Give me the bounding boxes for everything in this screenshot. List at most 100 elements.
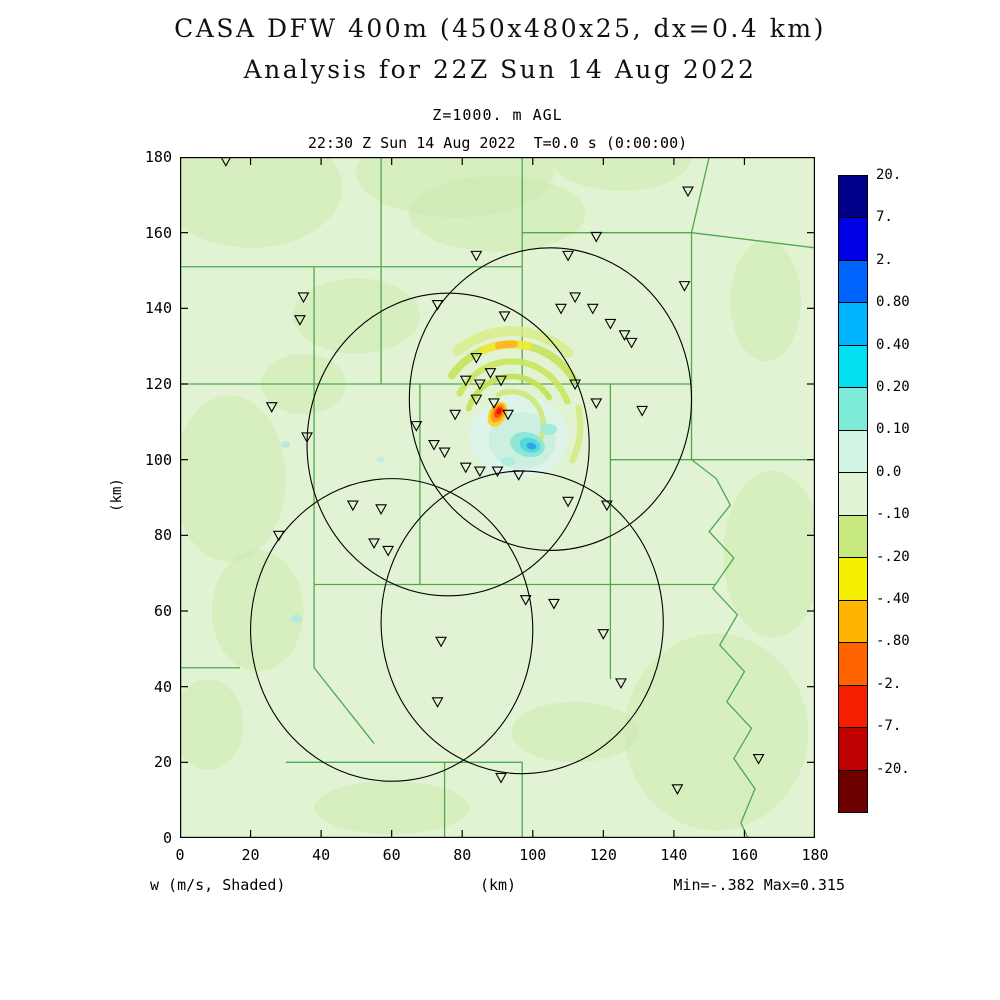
- x-tick-label: 100: [519, 846, 547, 864]
- colorbar-tick-label: -7.: [876, 718, 902, 735]
- station-markers: [220, 157, 765, 795]
- w-feature-arc: [456, 358, 571, 405]
- terrain-patch: [730, 240, 801, 362]
- terrain-patch: [281, 441, 291, 448]
- w-feature-blob: [496, 407, 502, 415]
- x-tick-label: 160: [730, 846, 758, 864]
- station-marker: [375, 504, 388, 515]
- y-tick-label: 120: [144, 375, 172, 393]
- terrain-patch: [409, 175, 586, 252]
- x-tick-label: 40: [312, 846, 331, 864]
- colorbar-box: [839, 388, 867, 431]
- colorbar-tick-label: 0.40: [876, 336, 910, 353]
- y-tick-label: 0: [162, 829, 172, 847]
- station-marker: [597, 629, 610, 640]
- station-marker: [435, 636, 447, 648]
- colorbar-box: [839, 218, 867, 261]
- terrain-patch: [180, 157, 343, 248]
- colorbar: [838, 175, 868, 813]
- y-tick-label: 180: [144, 148, 172, 166]
- stats-label: Min=-.382 Max=0.315: [673, 876, 845, 894]
- colorbar-box: [839, 600, 867, 644]
- station-marker: [495, 375, 507, 387]
- station-marker: [618, 330, 631, 341]
- station-marker: [548, 598, 560, 610]
- station-marker: [449, 409, 462, 421]
- station-marker: [265, 402, 278, 413]
- county-line: [691, 232, 815, 249]
- colorbar-box: [839, 176, 867, 219]
- colorbar-tick-label: -.20: [876, 548, 910, 565]
- station-marker: [459, 375, 472, 387]
- county-line: [690, 157, 710, 233]
- y-tick-label: 140: [144, 299, 172, 318]
- station-marker: [473, 379, 486, 391]
- colorbar-tick-label: 2.: [876, 251, 893, 268]
- terrain-patch: [211, 550, 304, 672]
- x-axis-label: (km): [479, 876, 517, 894]
- colorbar-tick-label: -.10: [876, 506, 910, 523]
- station-marker: [625, 337, 638, 349]
- x-tick-label: 20: [241, 846, 260, 864]
- radar-coverage-circle: [306, 292, 590, 597]
- colorbar-box: [839, 770, 867, 813]
- terrain-patch: [180, 679, 244, 770]
- y-tick-label: 60: [153, 602, 172, 620]
- w-feature-arc: [494, 340, 518, 350]
- county-line: [708, 478, 756, 838]
- w-feature-arc: [569, 404, 584, 464]
- station-marker: [473, 466, 486, 478]
- station-marker: [752, 753, 765, 765]
- x-tick-label: 0: [175, 846, 185, 864]
- colorbar-box: [839, 260, 867, 304]
- w-feature-blob: [526, 442, 537, 450]
- colorbar-box: [839, 728, 867, 771]
- station-marker: [272, 530, 285, 542]
- colorbar-box: [839, 345, 867, 389]
- station-marker: [569, 379, 582, 391]
- w-feature-arc: [452, 326, 574, 359]
- time-label: 22:30 Z Sun 14 Aug 2022 T=0.0 s (0:00:00…: [307, 134, 688, 152]
- colorbar-box: [839, 303, 867, 346]
- terrain-patch: [511, 701, 639, 763]
- level-label: Z=1000. m AGL: [432, 106, 563, 124]
- station-marker: [569, 292, 582, 304]
- x-tick-label: 80: [453, 846, 472, 864]
- station-marker: [297, 292, 310, 304]
- y-tick-label: 40: [153, 677, 172, 696]
- station-marker: [346, 500, 359, 512]
- station-marker: [512, 470, 525, 481]
- colorbar-tick-label: 0.0: [876, 463, 902, 480]
- radar-coverage-circle: [408, 247, 693, 551]
- colorbar-box: [839, 685, 867, 729]
- station-marker: [301, 432, 313, 444]
- station-marker: [491, 466, 504, 478]
- terrain-patch: [290, 614, 303, 623]
- colorbar-tick-label: -.40: [876, 591, 910, 607]
- station-marker: [410, 421, 423, 432]
- station-marker: [438, 447, 451, 459]
- w-feature-blob: [540, 423, 558, 436]
- station-marker: [382, 545, 395, 557]
- terrain-patch: [292, 278, 420, 354]
- station-marker: [428, 439, 440, 451]
- station-marker: [590, 398, 603, 410]
- plot-border: [180, 157, 815, 838]
- station-marker: [562, 496, 574, 508]
- county-line: [691, 459, 717, 480]
- station-marker: [586, 303, 599, 315]
- colorbar-tick-label: 7.: [876, 209, 893, 226]
- station-marker: [495, 772, 507, 784]
- colorbar-tick-label: 20.: [876, 167, 902, 183]
- station-marker: [678, 281, 691, 292]
- colorbar-box: [839, 643, 867, 686]
- colorbar-tick-label: 0.20: [876, 379, 910, 395]
- y-tick-label: 20: [153, 753, 172, 772]
- colorbar-tick-label: -.80: [876, 633, 910, 650]
- station-marker: [431, 697, 444, 708]
- x-tick-label: 180: [801, 846, 829, 864]
- station-marker: [600, 500, 613, 512]
- station-marker: [615, 678, 627, 690]
- station-marker: [562, 250, 574, 262]
- station-marker: [682, 186, 694, 198]
